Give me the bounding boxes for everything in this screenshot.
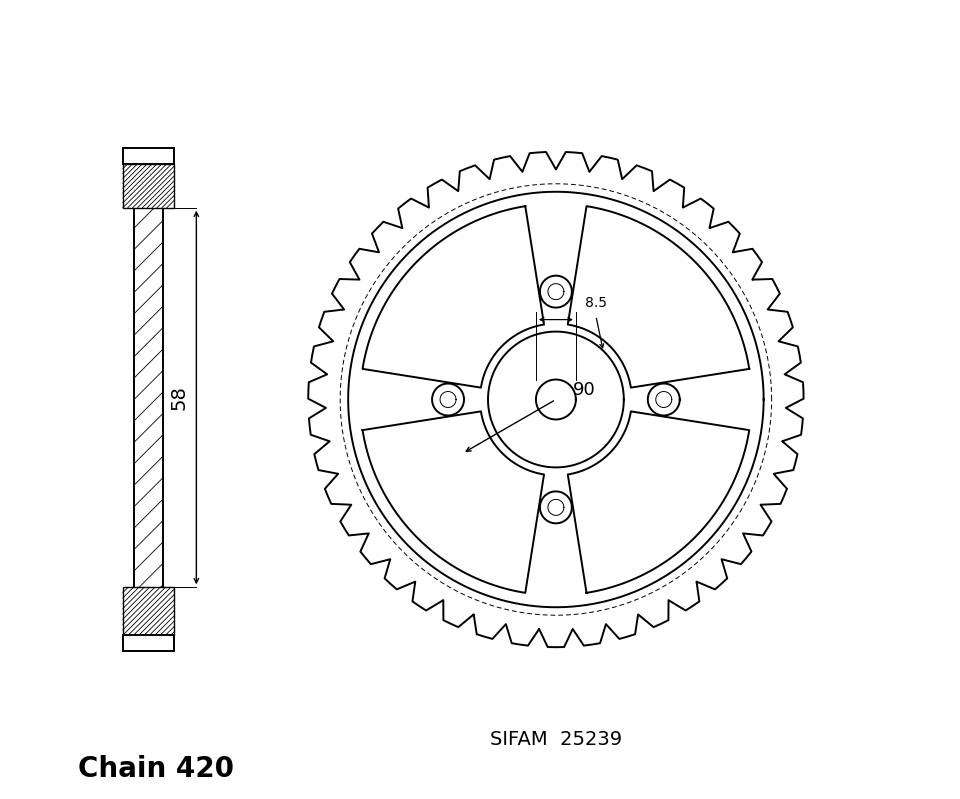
Bar [123,635,174,651]
Bar [134,164,163,635]
Bar [123,148,174,164]
Text: Chain 420: Chain 420 [79,754,234,783]
Text: 58: 58 [169,385,188,410]
Bar [123,587,174,635]
Text: 8.5: 8.5 [586,296,608,310]
Bar [123,164,174,208]
Text: 90: 90 [572,381,595,399]
Text: SIFAM  25239: SIFAM 25239 [490,729,622,749]
